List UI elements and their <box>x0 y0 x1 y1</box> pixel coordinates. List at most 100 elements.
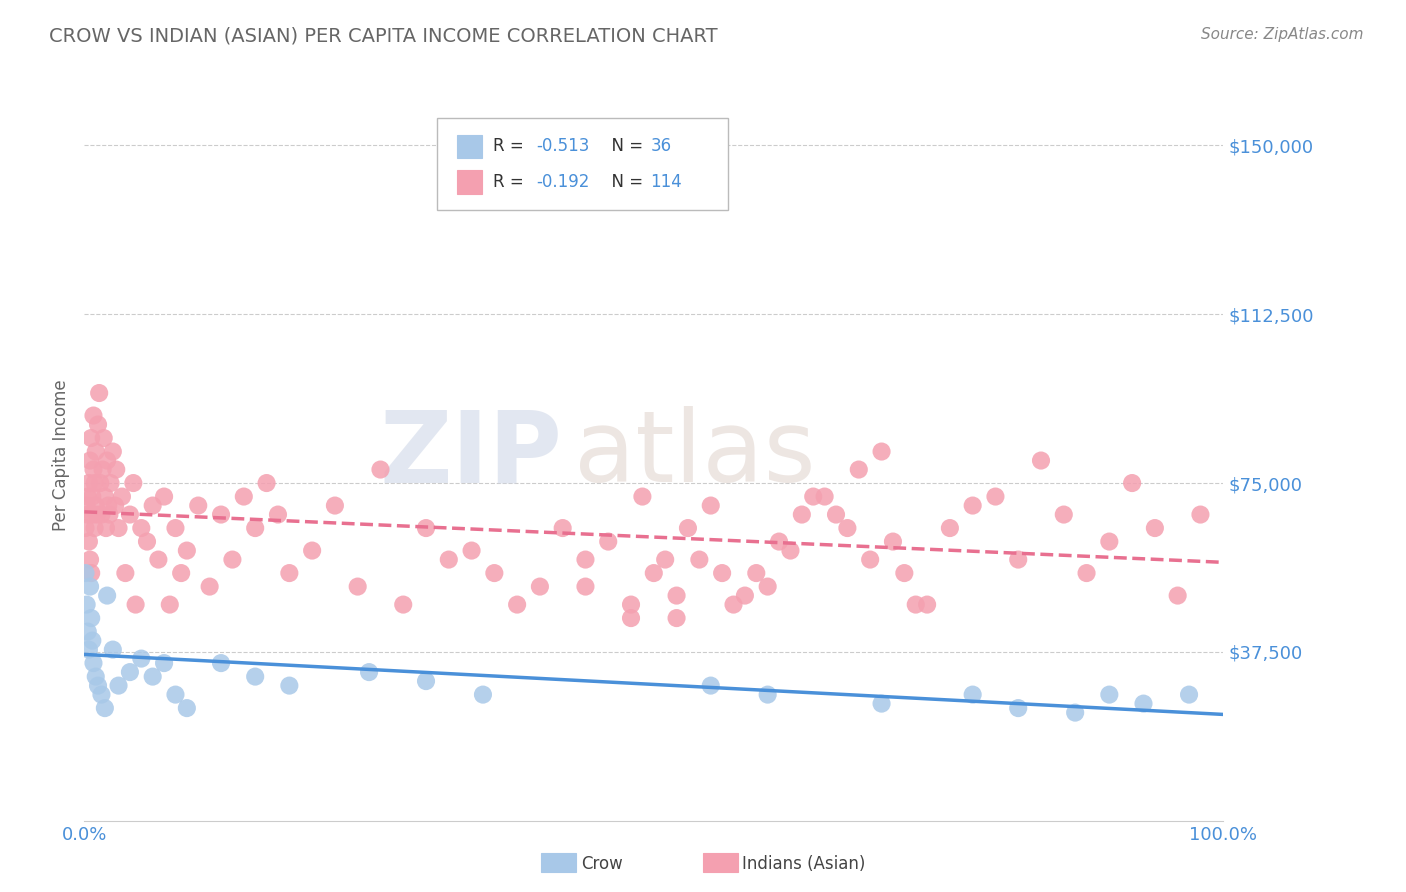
Point <box>1189 508 1212 522</box>
Point <box>415 674 437 689</box>
Point <box>165 521 187 535</box>
Point <box>801 490 824 504</box>
Point <box>111 490 134 504</box>
Point <box>176 701 198 715</box>
Point <box>551 521 574 535</box>
Point <box>82 633 104 648</box>
Point <box>301 543 323 558</box>
Point <box>620 598 643 612</box>
Point <box>100 476 122 491</box>
Point <box>984 490 1007 504</box>
Point <box>96 453 118 467</box>
Point <box>837 521 859 535</box>
Text: 114: 114 <box>651 173 682 191</box>
Point <box>1121 476 1143 491</box>
Point <box>124 598 146 612</box>
Point <box>460 543 482 558</box>
Point <box>1132 697 1154 711</box>
Point <box>104 499 127 513</box>
Point <box>893 566 915 580</box>
Point <box>1098 534 1121 549</box>
Point <box>136 534 159 549</box>
Point <box>882 534 904 549</box>
Point <box>75 566 97 580</box>
Point <box>676 521 699 535</box>
Point <box>86 508 108 522</box>
Point <box>209 656 232 670</box>
Point <box>165 688 187 702</box>
Point <box>756 688 779 702</box>
Point <box>131 651 153 665</box>
Point <box>278 566 301 580</box>
Point <box>1029 453 1052 467</box>
Point <box>76 508 98 522</box>
Point <box>82 656 104 670</box>
Point <box>94 521 117 535</box>
Point <box>187 499 209 513</box>
Point <box>232 490 254 504</box>
Point <box>153 490 176 504</box>
Point <box>859 552 882 566</box>
Point <box>825 508 848 522</box>
Point <box>221 552 243 566</box>
Point <box>939 521 962 535</box>
Point <box>870 444 893 458</box>
Point <box>790 508 813 522</box>
Point <box>598 534 620 549</box>
Point <box>734 589 756 603</box>
Point <box>89 476 111 491</box>
Point <box>84 444 107 458</box>
Point <box>80 431 103 445</box>
Text: CROW VS INDIAN (ASIAN) PER CAPITA INCOME CORRELATION CHART: CROW VS INDIAN (ASIAN) PER CAPITA INCOME… <box>49 27 718 45</box>
Point <box>105 462 128 476</box>
Point <box>209 508 232 522</box>
Text: 36: 36 <box>651 137 672 155</box>
Point <box>84 499 107 513</box>
FancyBboxPatch shape <box>437 119 728 210</box>
Point <box>1053 508 1076 522</box>
Text: Indians (Asian): Indians (Asian) <box>742 855 866 873</box>
Point <box>1076 566 1098 580</box>
Point <box>77 476 100 491</box>
Point <box>131 521 153 535</box>
Point <box>118 508 141 522</box>
Point <box>654 552 676 566</box>
Point <box>392 598 415 612</box>
Point <box>96 589 118 603</box>
Text: -0.192: -0.192 <box>537 173 591 191</box>
Text: N =: N = <box>602 137 648 155</box>
Point <box>267 508 290 522</box>
Point <box>76 499 98 513</box>
Point <box>814 490 837 504</box>
Point <box>87 417 110 432</box>
Point <box>83 521 105 535</box>
Point <box>101 444 124 458</box>
Point <box>122 476 145 491</box>
Point <box>94 490 117 504</box>
Point <box>79 580 101 594</box>
Point <box>1007 701 1029 715</box>
Point <box>94 701 117 715</box>
Point <box>198 580 221 594</box>
Point <box>643 566 665 580</box>
Point <box>84 670 107 684</box>
Point <box>93 431 115 445</box>
Point <box>142 670 165 684</box>
Point <box>915 598 938 612</box>
Point <box>278 679 301 693</box>
Point <box>904 598 927 612</box>
Point <box>323 499 346 513</box>
Point <box>176 543 198 558</box>
Point <box>415 521 437 535</box>
Point <box>77 642 100 657</box>
Point <box>79 552 101 566</box>
Point <box>159 598 181 612</box>
Point <box>101 642 124 657</box>
Point <box>723 598 745 612</box>
Point <box>700 679 723 693</box>
Point <box>711 566 734 580</box>
Point <box>90 508 112 522</box>
Point <box>77 534 100 549</box>
Point <box>665 611 688 625</box>
Point <box>148 552 170 566</box>
